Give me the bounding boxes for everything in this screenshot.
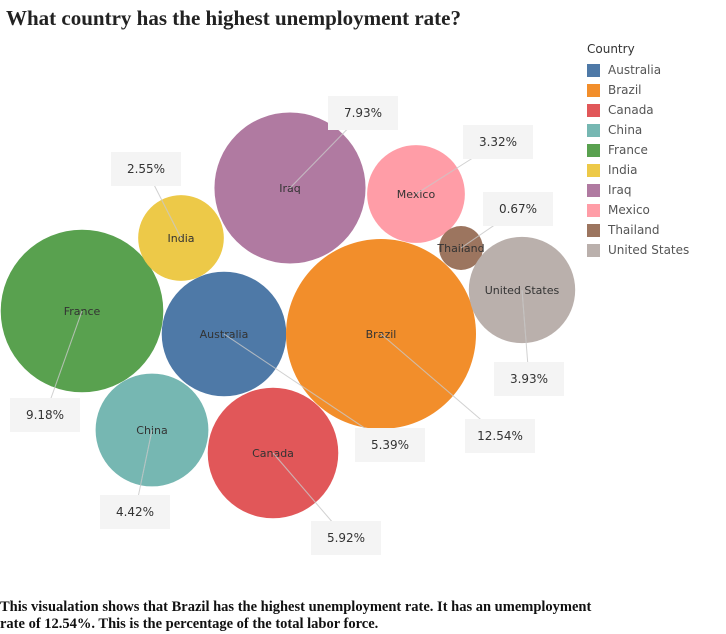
- legend-label-thailand: Thailand: [608, 223, 660, 237]
- legend-label-canada: Canada: [608, 103, 654, 117]
- bubble-label-thailand: Thailand: [436, 242, 484, 255]
- bubble-label-mexico: Mexico: [397, 188, 436, 201]
- legend-item-canada[interactable]: Canada: [587, 100, 689, 120]
- legend-label-iraq: Iraq: [608, 183, 631, 197]
- legend-item-thailand[interactable]: Thailand: [587, 220, 689, 240]
- legend-label-france: France: [608, 143, 648, 157]
- value-label-china: 4.42%: [116, 505, 154, 519]
- legend-swatch-france: [587, 144, 600, 157]
- legend-label-australia: Australia: [608, 63, 661, 77]
- value-label-mexico: 3.32%: [479, 135, 517, 149]
- legend-label-china: China: [608, 123, 642, 137]
- legend-swatch-iraq: [587, 184, 600, 197]
- legend-item-mexico[interactable]: Mexico: [587, 200, 689, 220]
- legend-swatch-china: [587, 124, 600, 137]
- legend-swatch-mexico: [587, 204, 600, 217]
- legend-item-china[interactable]: China: [587, 120, 689, 140]
- legend-swatch-brazil: [587, 84, 600, 97]
- legend-swatch-united-states: [587, 244, 600, 257]
- value-label-australia: 5.39%: [371, 438, 409, 452]
- caption: This visualation shows that Brazil has t…: [0, 599, 600, 633]
- value-label-united-states: 3.93%: [510, 372, 548, 386]
- legend-label-united-states: United States: [608, 243, 689, 257]
- value-label-france: 9.18%: [26, 408, 64, 422]
- legend-title: Country: [587, 42, 689, 56]
- legend-item-australia[interactable]: Australia: [587, 60, 689, 80]
- legend-item-france[interactable]: France: [587, 140, 689, 160]
- legend-label-brazil: Brazil: [608, 83, 642, 97]
- legend-item-india[interactable]: India: [587, 160, 689, 180]
- legend-label-mexico: Mexico: [608, 203, 650, 217]
- legend-swatch-thailand: [587, 224, 600, 237]
- legend: Country Australia Brazil Canada China France…: [587, 42, 689, 260]
- legend-label-india: India: [608, 163, 637, 177]
- value-label-brazil: 12.54%: [477, 429, 523, 443]
- value-label-thailand: 0.67%: [499, 202, 537, 216]
- legend-item-iraq[interactable]: Iraq: [587, 180, 689, 200]
- value-label-india: 2.55%: [127, 162, 165, 176]
- legend-item-brazil[interactable]: Brazil: [587, 80, 689, 100]
- legend-swatch-canada: [587, 104, 600, 117]
- value-label-canada: 5.92%: [327, 531, 365, 545]
- legend-swatch-australia: [587, 64, 600, 77]
- legend-item-united-states[interactable]: United States: [587, 240, 689, 260]
- legend-swatch-india: [587, 164, 600, 177]
- bubble-label-india: India: [168, 232, 195, 245]
- value-label-iraq: 7.93%: [344, 106, 382, 120]
- legend-items: Australia Brazil Canada China France India Ira…: [587, 60, 689, 260]
- bubble-label-iraq: Iraq: [279, 182, 301, 195]
